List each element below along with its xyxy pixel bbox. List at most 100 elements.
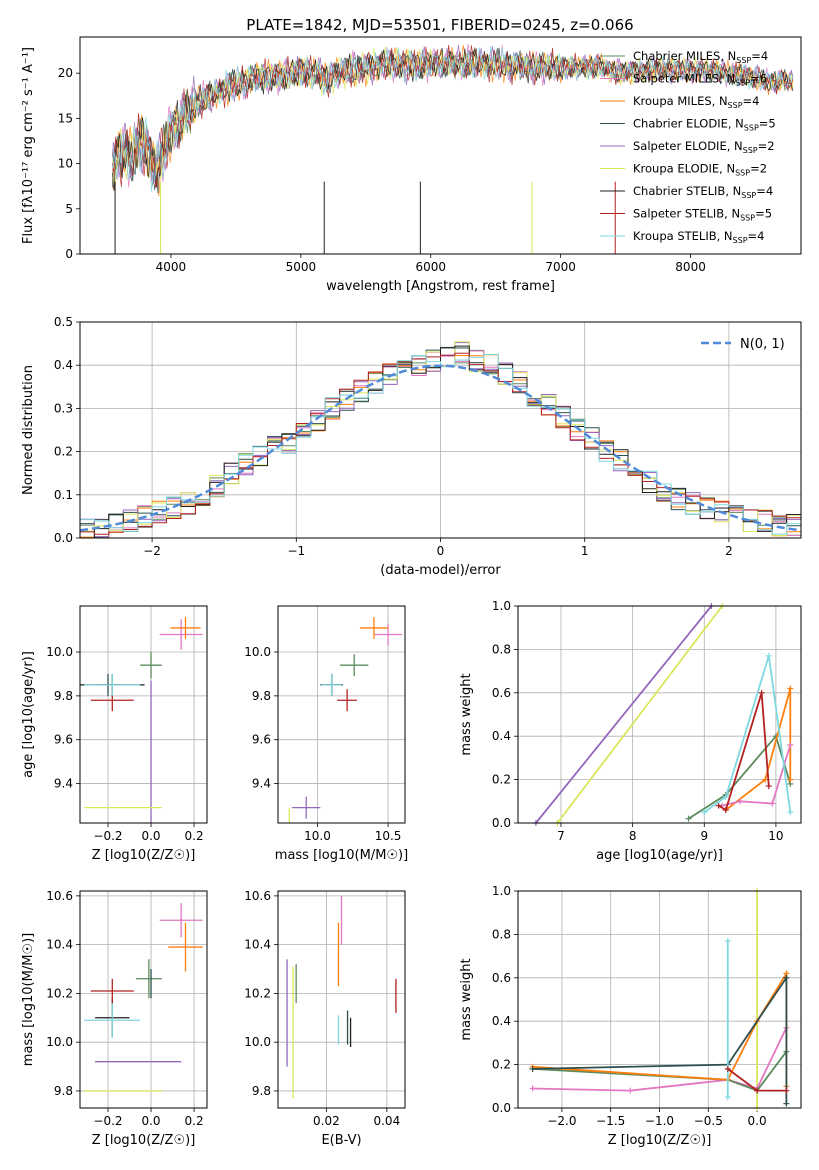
age-vs-Z-panel: −0.2 0.0 0.2 9.4 9.6 9.8 10.0 Z [log10(Z/Z☉)] ag… (21, 605, 208, 863)
y-tick-label: 10.6 (46, 889, 73, 903)
x-tick-label: 6000 (415, 260, 446, 274)
x-tick-label: −0.2 (93, 1114, 122, 1128)
legend-label: Chabrier MILES, NSSP=4 (633, 49, 768, 65)
y-tick-label: 10.0 (46, 645, 73, 659)
x-tick-label: 8000 (675, 260, 706, 274)
axes-frame (517, 605, 802, 824)
y-tick-label: 0.6 (492, 971, 511, 985)
y-tick-label: 0.2 (492, 773, 511, 787)
x-tick-label: 0.2 (185, 829, 204, 843)
y-tick-label: 0.8 (492, 927, 511, 941)
axes-frame (79, 890, 208, 1109)
spectrum-line (112, 45, 794, 192)
x-tick-label: 7000 (545, 260, 576, 274)
legend-label: N(0, 1) (740, 337, 785, 352)
y-tick-label: 0.5 (54, 315, 73, 329)
legend-label: Kroupa STELIB, NSSP=4 (633, 229, 764, 245)
x-tick-label: 5000 (286, 260, 317, 274)
y-tick-label: 0.0 (492, 816, 511, 830)
y-tick-label: 0.8 (492, 642, 511, 656)
histogram-step (79, 354, 801, 538)
axes-frame (277, 605, 406, 824)
x-tick-label: 0.0 (748, 1114, 767, 1128)
y-tick-label: 10.0 (46, 1035, 73, 1049)
series-line (725, 688, 792, 811)
x-tick-label: 0.2 (185, 1114, 204, 1128)
y-tick-label: 1.0 (492, 884, 511, 898)
x-tick-label: 2 (725, 544, 733, 558)
mass-vs-ebv-panel: 0.02 0.04 9.8 10.0 10.2 10.4 10.6 E(B-V) (244, 889, 406, 1148)
y-tick-label: 10.4 (244, 938, 271, 952)
x-axis-label: Z [log10(Z/Z☉)] (608, 1133, 712, 1148)
x-tick-label: −0.2 (93, 829, 122, 843)
y-tick-label: 9.8 (252, 689, 271, 703)
mass-weight-vs-Z-panel: −2.0 −1.5 −1.0 −0.5 0.0 0.0 0.2 0.4 0.6 0.8 1.0 Z [… (459, 884, 802, 1148)
legend-label: Chabrier STELIB, NSSP=4 (633, 184, 773, 200)
series-line (721, 744, 792, 807)
x-tick-label: −2.0 (547, 1114, 576, 1128)
y-tick-label: 15 (58, 111, 73, 125)
y-tick-label: 10.2 (46, 986, 73, 1000)
y-tick-label: 0.6 (492, 686, 511, 700)
x-tick-label: 1 (581, 544, 589, 558)
x-tick-label: 10 (768, 829, 783, 843)
x-axis-label: (data-model)/error (380, 563, 501, 578)
y-tick-label: 0.0 (492, 1101, 511, 1115)
x-tick-label: 4000 (156, 260, 187, 274)
series-line (703, 655, 792, 813)
legend-label: Kroupa MILES, NSSP=4 (633, 94, 759, 110)
y-tick-label: 0.1 (54, 488, 73, 502)
x-axis-label: E(B-V) (321, 1133, 361, 1148)
y-tick-label: 9.8 (54, 1084, 73, 1098)
legend-label: Salpeter MILES, NSSP=6 (633, 72, 767, 88)
normal-curve (79, 364, 802, 532)
axes-frame (517, 890, 802, 1109)
series-line (688, 734, 792, 820)
legend-label: Salpeter STELIB, NSSP=5 (633, 207, 772, 223)
y-tick-label: 0.2 (54, 445, 73, 459)
y-tick-label: 0.4 (492, 1014, 511, 1028)
spectrum-line (112, 44, 794, 188)
series-line (556, 605, 723, 824)
y-axis-label: mass weight (459, 673, 474, 755)
x-tick-label: −1.0 (645, 1114, 674, 1128)
axes-frame (277, 890, 406, 1109)
y-tick-label: 10.4 (46, 938, 73, 952)
x-axis-label: mass [log10(M/M☉)] (275, 848, 408, 863)
y-tick-label: 0.4 (54, 358, 73, 372)
y-tick-label: 10.2 (244, 986, 271, 1000)
series-line (718, 692, 770, 812)
mass-weight-vs-age-panel: 7 8 9 10 0.0 0.2 0.4 0.6 0.8 1.0 age [log10(age/yr… (459, 599, 802, 863)
y-tick-label: 9.8 (54, 689, 73, 703)
y-tick-label: 10.6 (244, 889, 271, 903)
x-tick-label: −0.5 (694, 1114, 723, 1128)
series-line (532, 1051, 788, 1092)
x-tick-label: 0.0 (141, 1114, 160, 1128)
axes-frame (79, 36, 802, 255)
y-tick-label: 9.8 (252, 1084, 271, 1098)
y-axis-label: Normed distribution (21, 365, 36, 495)
x-axis-label: age [log10(age/yr)] (596, 848, 723, 863)
x-axis-label: wavelength [Angstrom, rest frame] (326, 279, 555, 294)
mass-vs-Z-panel: −0.2 0.0 0.2 9.8 10.0 10.2 10.4 10.6 Z [log10(Z/… (21, 889, 208, 1148)
series-line (535, 605, 713, 824)
y-tick-label: 9.6 (54, 733, 73, 747)
y-tick-label: 10.0 (244, 645, 271, 659)
y-tick-label: 1.0 (492, 599, 511, 613)
x-tick-label: 8 (629, 829, 637, 843)
x-tick-label: 7 (557, 829, 565, 843)
legend: Chabrier MILES, NSSP=4 Salpeter MILES, NS… (600, 49, 776, 245)
histogram-step (80, 345, 801, 539)
legend-label: Chabrier ELODIE, NSSP=5 (633, 117, 776, 133)
y-axis-label: mass weight (459, 958, 474, 1040)
spectrum-line (112, 44, 794, 185)
x-axis-label: Z [log10(Z/Z☉)] (92, 1133, 196, 1148)
y-tick-label: 5 (65, 202, 73, 216)
axes-frame (79, 321, 802, 539)
x-tick-label: 9 (700, 829, 708, 843)
y-axis-label: mass [log10(M/M☉)] (21, 933, 36, 1066)
y-tick-label: 20 (58, 66, 73, 80)
y-axis-label: age [log10(age/yr)] (21, 651, 36, 778)
x-tick-label: 10.0 (304, 829, 331, 843)
